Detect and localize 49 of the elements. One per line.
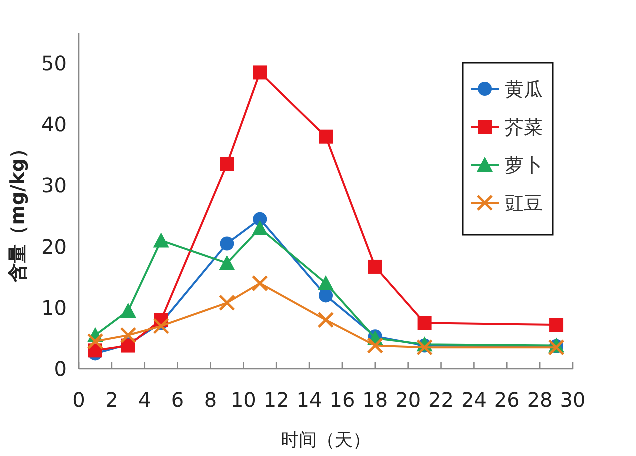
x-tick-label: 12 xyxy=(264,388,290,412)
point xyxy=(120,302,136,318)
point xyxy=(416,339,434,356)
x-tick-label: 6 xyxy=(171,388,184,412)
x-tick-label: 28 xyxy=(527,388,553,412)
x-tick-label: 16 xyxy=(330,388,356,412)
x-tick-label: 4 xyxy=(138,388,152,412)
x-tick-label: 20 xyxy=(396,388,422,412)
point xyxy=(367,338,384,354)
point xyxy=(219,255,236,270)
point xyxy=(218,294,236,312)
point xyxy=(153,232,170,248)
point xyxy=(318,312,334,328)
y-tick-label: 40 xyxy=(42,112,67,137)
legend-label: 芥菜 xyxy=(505,117,543,139)
point xyxy=(153,318,170,334)
point xyxy=(253,66,268,80)
x-tick-label: 18 xyxy=(362,388,388,412)
legend-label: 豇豆 xyxy=(505,193,543,215)
x-tick-label: 26 xyxy=(494,388,520,412)
point xyxy=(319,130,333,144)
y-tick-label: 0 xyxy=(54,357,67,381)
legend-label: 黄瓜 xyxy=(505,79,543,101)
x-tick-label: 2 xyxy=(106,388,118,412)
point xyxy=(220,236,234,251)
x-tick-label: 14 xyxy=(296,388,322,412)
y-tick-label: 20 xyxy=(42,234,67,259)
x-tick-label: 24 xyxy=(461,388,487,412)
x-axis-title: 时间（天） xyxy=(281,430,371,451)
point xyxy=(87,333,104,350)
legend-label: 萝卜 xyxy=(505,155,543,177)
x-tick-label: 30 xyxy=(560,388,586,412)
y-tick-label: 50 xyxy=(42,52,67,76)
point xyxy=(252,220,268,236)
y-tick-label: 30 xyxy=(42,174,67,198)
x-tick-label: 0 xyxy=(72,388,86,412)
point xyxy=(368,260,382,274)
x-tick-label: 22 xyxy=(428,388,454,412)
point xyxy=(120,327,137,344)
x-tick-label: 10 xyxy=(230,388,256,412)
point xyxy=(220,157,234,172)
y-tick-label: 10 xyxy=(42,296,67,320)
x-tick-label: 8 xyxy=(204,388,218,412)
point xyxy=(252,275,268,292)
point xyxy=(550,318,564,332)
y-axis-title: 含量（mg/kg） xyxy=(7,140,29,284)
point xyxy=(318,275,334,290)
point xyxy=(418,316,432,330)
point xyxy=(319,288,333,303)
